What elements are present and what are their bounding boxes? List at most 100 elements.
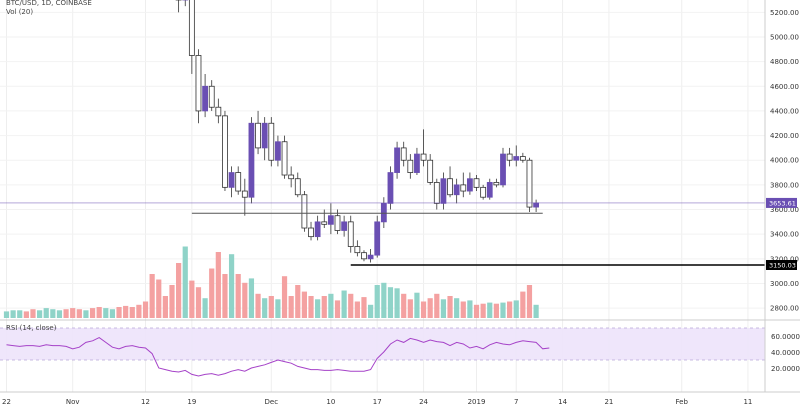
candle-body — [275, 141, 281, 161]
candle[interactable] — [202, 73, 209, 118]
candle[interactable] — [506, 147, 513, 167]
candle-body — [195, 55, 202, 112]
candle-body — [334, 215, 341, 231]
candle-body — [486, 182, 493, 198]
candle[interactable] — [420, 129, 427, 167]
candle[interactable] — [222, 110, 228, 192]
candle[interactable] — [374, 215, 381, 258]
candle-body — [255, 122, 261, 149]
candle[interactable] — [513, 145, 520, 167]
candle[interactable] — [400, 141, 407, 167]
candle[interactable] — [473, 175, 480, 192]
volume-bar — [480, 303, 486, 318]
volume-bar — [255, 293, 261, 318]
volume-label: Vol (20) — [6, 8, 33, 16]
rsi-panel[interactable]: RSI (14, close) 60.0000 40.0000 20.0000 — [0, 319, 800, 377]
candle[interactable] — [380, 197, 387, 229]
candle[interactable] — [440, 172, 447, 210]
candle[interactable] — [354, 240, 361, 257]
candle[interactable] — [480, 184, 487, 200]
volume-bar — [401, 293, 407, 318]
candle[interactable] — [493, 178, 500, 188]
candle[interactable] — [407, 154, 414, 179]
candle-body — [387, 172, 394, 204]
candle-body — [460, 184, 467, 192]
candle-body — [261, 122, 268, 149]
candle-body — [222, 115, 228, 188]
candle[interactable] — [427, 154, 434, 185]
candle-body — [380, 202, 387, 223]
candle[interactable] — [526, 157, 533, 212]
candle-body — [235, 172, 242, 192]
candle[interactable] — [215, 98, 222, 124]
volume-bar — [308, 296, 314, 318]
volume-bar — [275, 299, 281, 318]
candle[interactable] — [447, 166, 453, 198]
candle[interactable] — [486, 178, 493, 200]
candle[interactable] — [453, 178, 460, 204]
volume-bar — [10, 310, 16, 318]
candle[interactable] — [255, 110, 261, 155]
candle-body — [453, 184, 460, 196]
volume-bar — [262, 298, 268, 318]
candle-body — [533, 202, 539, 208]
volume-bar — [215, 252, 221, 318]
volume-bar — [520, 291, 526, 318]
candle-body — [407, 159, 414, 173]
volume-bar — [348, 293, 354, 318]
price-tick-label: 5000.00 — [770, 33, 799, 41]
volume-bar — [414, 292, 420, 318]
volume-bar — [116, 307, 122, 318]
candle[interactable] — [261, 117, 268, 161]
candle[interactable] — [519, 152, 526, 163]
candle-body — [354, 246, 361, 254]
candle[interactable] — [241, 178, 248, 216]
candle[interactable] — [433, 178, 440, 210]
candle[interactable] — [248, 117, 255, 204]
date-tick-label: Dec — [265, 398, 279, 406]
candle[interactable] — [394, 141, 400, 179]
candle[interactable] — [281, 135, 288, 179]
volume-bar — [195, 287, 202, 318]
candle[interactable] — [466, 172, 473, 195]
candle[interactable] — [341, 215, 348, 237]
candle[interactable] — [361, 250, 367, 262]
rsi-tick-label: 20.0000 — [771, 365, 800, 373]
date-tick-label: Nov — [66, 398, 80, 406]
candle-body — [268, 122, 275, 161]
candle[interactable] — [367, 248, 374, 263]
volume-bar — [473, 304, 480, 318]
candle[interactable] — [182, 0, 189, 7]
candle[interactable] — [308, 221, 314, 241]
date-tick-label: 11 — [743, 398, 752, 406]
candle[interactable] — [175, 0, 182, 13]
candle-body — [447, 178, 453, 196]
candle[interactable] — [301, 191, 308, 232]
candle[interactable] — [228, 166, 235, 198]
candle[interactable] — [321, 209, 328, 229]
volume-bar — [507, 301, 513, 318]
candle[interactable] — [188, 0, 195, 74]
candle[interactable] — [460, 172, 467, 198]
volume-bar — [50, 309, 56, 318]
date-tick-label: Feb — [676, 398, 689, 406]
volume-bar — [63, 309, 69, 318]
candle[interactable] — [208, 80, 215, 111]
candle[interactable] — [414, 147, 420, 176]
candle[interactable] — [500, 147, 506, 188]
candle[interactable] — [327, 203, 334, 235]
volume-bar — [202, 298, 208, 318]
candle[interactable] — [288, 166, 295, 188]
date-tick-label: 2019 — [468, 398, 486, 406]
candle[interactable] — [387, 166, 394, 210]
candle-body — [347, 221, 354, 247]
candle-body — [433, 182, 440, 204]
candle[interactable] — [195, 49, 202, 124]
candle[interactable] — [314, 215, 321, 241]
candle[interactable] — [235, 166, 242, 195]
candle[interactable] — [275, 135, 281, 167]
candle[interactable] — [347, 215, 354, 253]
candle[interactable] — [268, 117, 275, 167]
candle[interactable] — [294, 172, 301, 198]
